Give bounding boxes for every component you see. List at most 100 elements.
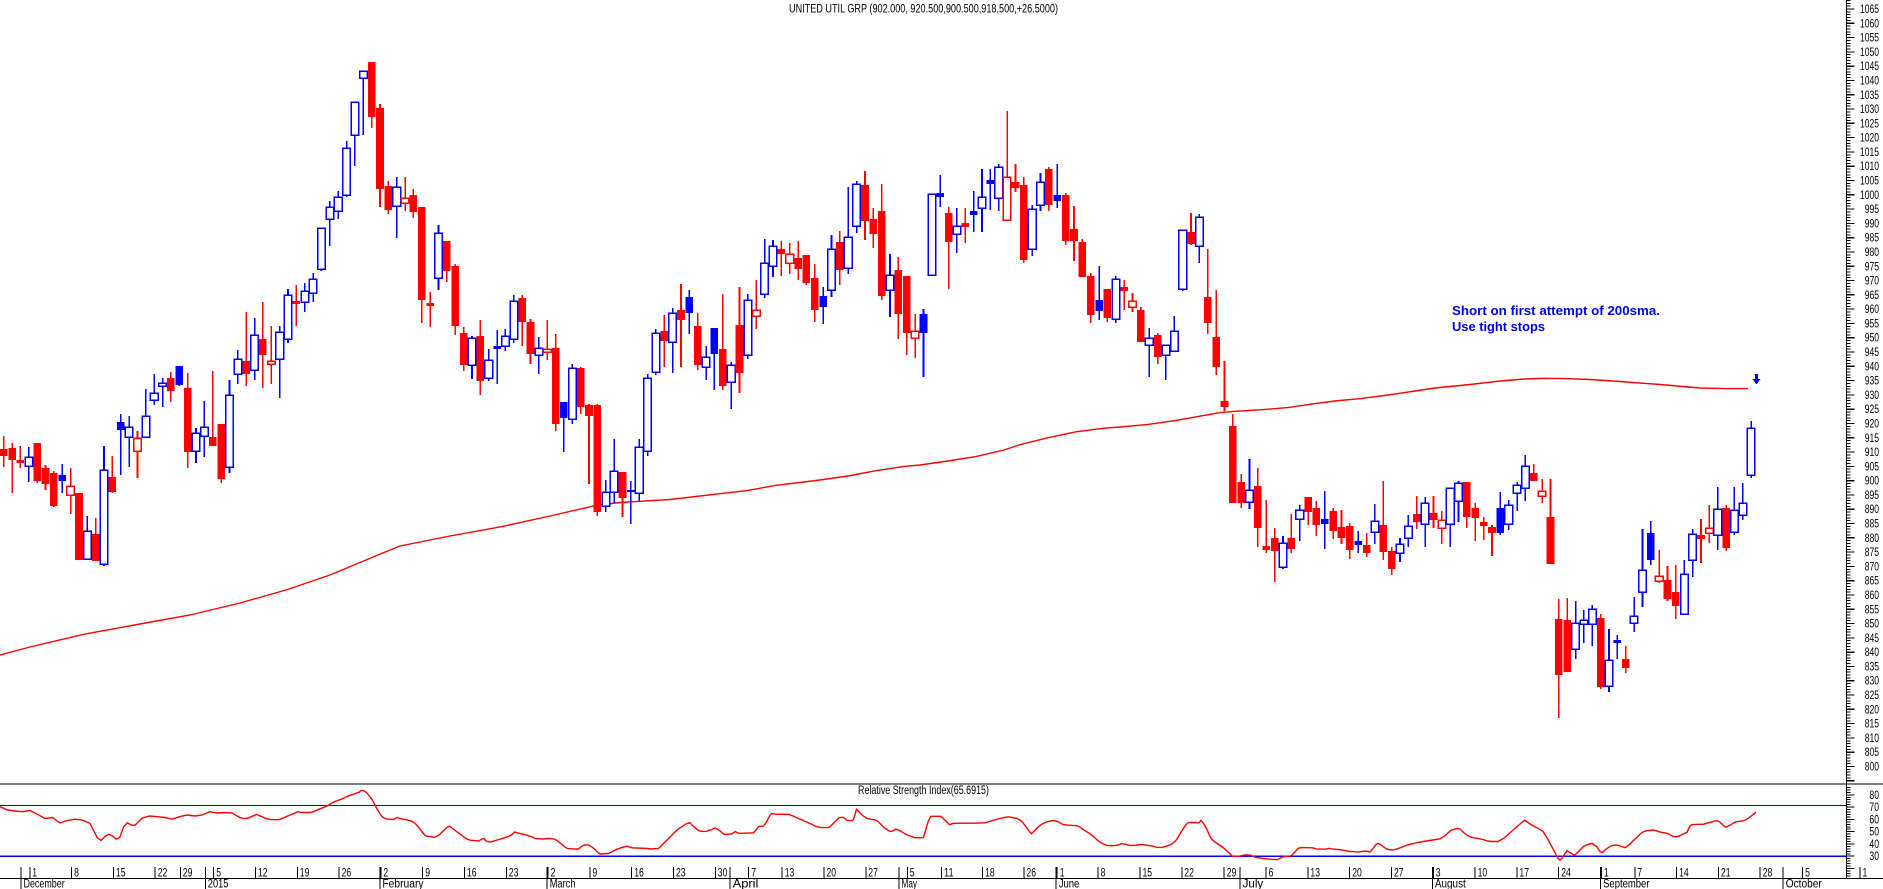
svg-text:975: 975 xyxy=(1865,261,1879,273)
svg-text:12: 12 xyxy=(258,868,268,880)
svg-text:8: 8 xyxy=(74,868,79,880)
svg-text:890: 890 xyxy=(1865,504,1879,516)
svg-text:935: 935 xyxy=(1865,376,1879,388)
svg-text:980: 980 xyxy=(1865,247,1879,259)
svg-text:8: 8 xyxy=(1101,868,1106,880)
svg-text:24: 24 xyxy=(1561,868,1571,880)
svg-text:2015: 2015 xyxy=(208,879,229,889)
svg-text:950: 950 xyxy=(1865,333,1879,345)
svg-text:875: 875 xyxy=(1865,547,1879,559)
svg-text:5: 5 xyxy=(910,868,915,880)
svg-text:19: 19 xyxy=(300,868,310,880)
svg-text:23: 23 xyxy=(509,868,519,880)
svg-text:870: 870 xyxy=(1865,561,1879,573)
svg-text:1020: 1020 xyxy=(1860,133,1879,145)
svg-text:995: 995 xyxy=(1865,204,1879,216)
svg-text:13: 13 xyxy=(785,868,795,880)
svg-text:23: 23 xyxy=(676,868,686,880)
svg-text:16: 16 xyxy=(634,868,644,880)
svg-text:7: 7 xyxy=(751,868,756,880)
svg-text:May: May xyxy=(902,879,918,889)
svg-text:29: 29 xyxy=(183,868,193,880)
svg-text:940: 940 xyxy=(1865,361,1879,373)
svg-text:5: 5 xyxy=(216,868,221,880)
svg-text:13: 13 xyxy=(1310,868,1320,880)
svg-text:1030: 1030 xyxy=(1860,104,1879,116)
svg-text:815: 815 xyxy=(1865,719,1879,731)
svg-text:26: 26 xyxy=(1026,868,1036,880)
svg-text:17: 17 xyxy=(1519,868,1529,880)
svg-text:February: February xyxy=(382,879,423,889)
svg-text:20: 20 xyxy=(1352,868,1362,880)
svg-text:965: 965 xyxy=(1865,290,1879,302)
svg-text:21: 21 xyxy=(1721,868,1731,880)
svg-text:1: 1 xyxy=(32,868,37,880)
svg-text:27: 27 xyxy=(1394,868,1404,880)
svg-text:855: 855 xyxy=(1865,604,1879,616)
svg-text:835: 835 xyxy=(1865,662,1879,674)
svg-text:9: 9 xyxy=(592,868,597,880)
svg-text:22: 22 xyxy=(158,868,168,880)
svg-text:970: 970 xyxy=(1865,276,1879,288)
svg-text:2: 2 xyxy=(383,868,388,880)
svg-text:30: 30 xyxy=(718,868,728,880)
svg-text:955: 955 xyxy=(1865,318,1879,330)
svg-text:6: 6 xyxy=(1269,868,1274,880)
svg-text:Use tight stops: Use tight stops xyxy=(1452,320,1545,334)
svg-text:1: 1 xyxy=(1604,868,1609,880)
svg-text:40: 40 xyxy=(1869,839,1879,851)
svg-text:945: 945 xyxy=(1865,347,1879,359)
svg-text:830: 830 xyxy=(1865,676,1879,688)
svg-text:1015: 1015 xyxy=(1860,147,1879,159)
svg-text:60: 60 xyxy=(1869,814,1879,826)
svg-text:15: 15 xyxy=(1143,868,1153,880)
svg-text:7: 7 xyxy=(1637,868,1642,880)
svg-text:Relative Strength Index(65.691: Relative Strength Index(65.6915) xyxy=(858,785,989,797)
svg-text:885: 885 xyxy=(1865,519,1879,531)
svg-text:845: 845 xyxy=(1865,633,1879,645)
svg-text:1005: 1005 xyxy=(1860,176,1879,188)
svg-text:1000: 1000 xyxy=(1860,190,1879,202)
svg-text:915: 915 xyxy=(1865,433,1879,445)
svg-text:30: 30 xyxy=(1869,851,1879,863)
svg-text:1010: 1010 xyxy=(1860,161,1879,173)
svg-text:April: April xyxy=(733,879,759,889)
svg-text:March: March xyxy=(550,879,576,889)
svg-text:1: 1 xyxy=(1060,868,1065,880)
svg-text:70: 70 xyxy=(1869,802,1879,814)
svg-text:860: 860 xyxy=(1865,590,1879,602)
svg-text:29: 29 xyxy=(1227,868,1237,880)
svg-text:1: 1 xyxy=(1863,868,1868,880)
svg-text:5: 5 xyxy=(1805,868,1810,880)
svg-text:905: 905 xyxy=(1865,461,1879,473)
svg-text:1050: 1050 xyxy=(1860,47,1879,59)
svg-text:UNITED UTIL GRP (902.000, 920.: UNITED UTIL GRP (902.000, 920.500,900.50… xyxy=(789,4,1058,16)
svg-text:820: 820 xyxy=(1865,704,1879,716)
svg-text:26: 26 xyxy=(342,868,352,880)
svg-text:810: 810 xyxy=(1865,733,1879,745)
svg-text:925: 925 xyxy=(1865,404,1879,416)
svg-text:9: 9 xyxy=(425,868,430,880)
svg-text:16: 16 xyxy=(467,868,477,880)
svg-text:985: 985 xyxy=(1865,233,1879,245)
svg-text:December: December xyxy=(24,879,65,889)
svg-text:1060: 1060 xyxy=(1860,18,1879,30)
svg-text:October: October xyxy=(1786,879,1822,889)
svg-text:10: 10 xyxy=(1478,868,1488,880)
svg-text:850: 850 xyxy=(1865,619,1879,631)
svg-text:960: 960 xyxy=(1865,304,1879,316)
svg-text:2: 2 xyxy=(551,868,556,880)
svg-text:920: 920 xyxy=(1865,419,1879,431)
svg-text:50: 50 xyxy=(1869,827,1879,839)
svg-text:910: 910 xyxy=(1865,447,1879,459)
svg-text:865: 865 xyxy=(1865,576,1879,588)
svg-text:1040: 1040 xyxy=(1860,76,1879,88)
svg-text:80: 80 xyxy=(1869,790,1879,802)
svg-text:990: 990 xyxy=(1865,218,1879,230)
svg-text:15: 15 xyxy=(116,868,126,880)
svg-text:July: July xyxy=(1243,879,1264,889)
svg-text:880: 880 xyxy=(1865,533,1879,545)
svg-text:28: 28 xyxy=(1763,868,1773,880)
svg-text:800: 800 xyxy=(1865,762,1879,774)
svg-text:22: 22 xyxy=(1184,868,1194,880)
